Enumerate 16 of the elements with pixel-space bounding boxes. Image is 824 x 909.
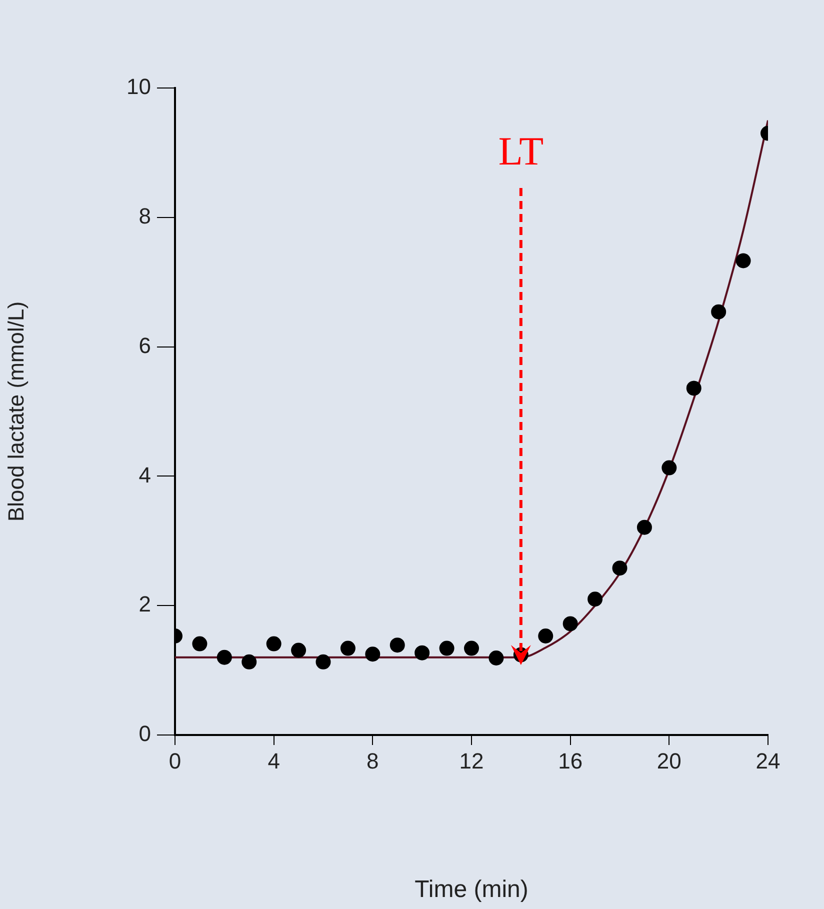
- x-tick-label: 8: [366, 748, 379, 774]
- x-tick-label: 20: [656, 748, 682, 774]
- y-tick-label: 10: [126, 74, 151, 100]
- x-tick-label: 12: [459, 748, 484, 774]
- y-tick-label: 6: [138, 332, 151, 358]
- x-tick-label: 16: [558, 748, 583, 774]
- x-tick-label: 0: [168, 748, 182, 774]
- y-axis-title: Blood lactate (mmol/L): [3, 301, 28, 522]
- y-tick-label: 8: [138, 203, 151, 228]
- y-tick-label: 2: [138, 592, 151, 617]
- y-tick-label: 4: [138, 462, 151, 488]
- y-tick-label: 0: [138, 721, 151, 746]
- ref-line-label: LT: [498, 128, 544, 174]
- x-tick-label: 4: [268, 748, 280, 774]
- x-axis-title: Time (min): [414, 876, 528, 904]
- x-tick-label: 24: [756, 748, 780, 774]
